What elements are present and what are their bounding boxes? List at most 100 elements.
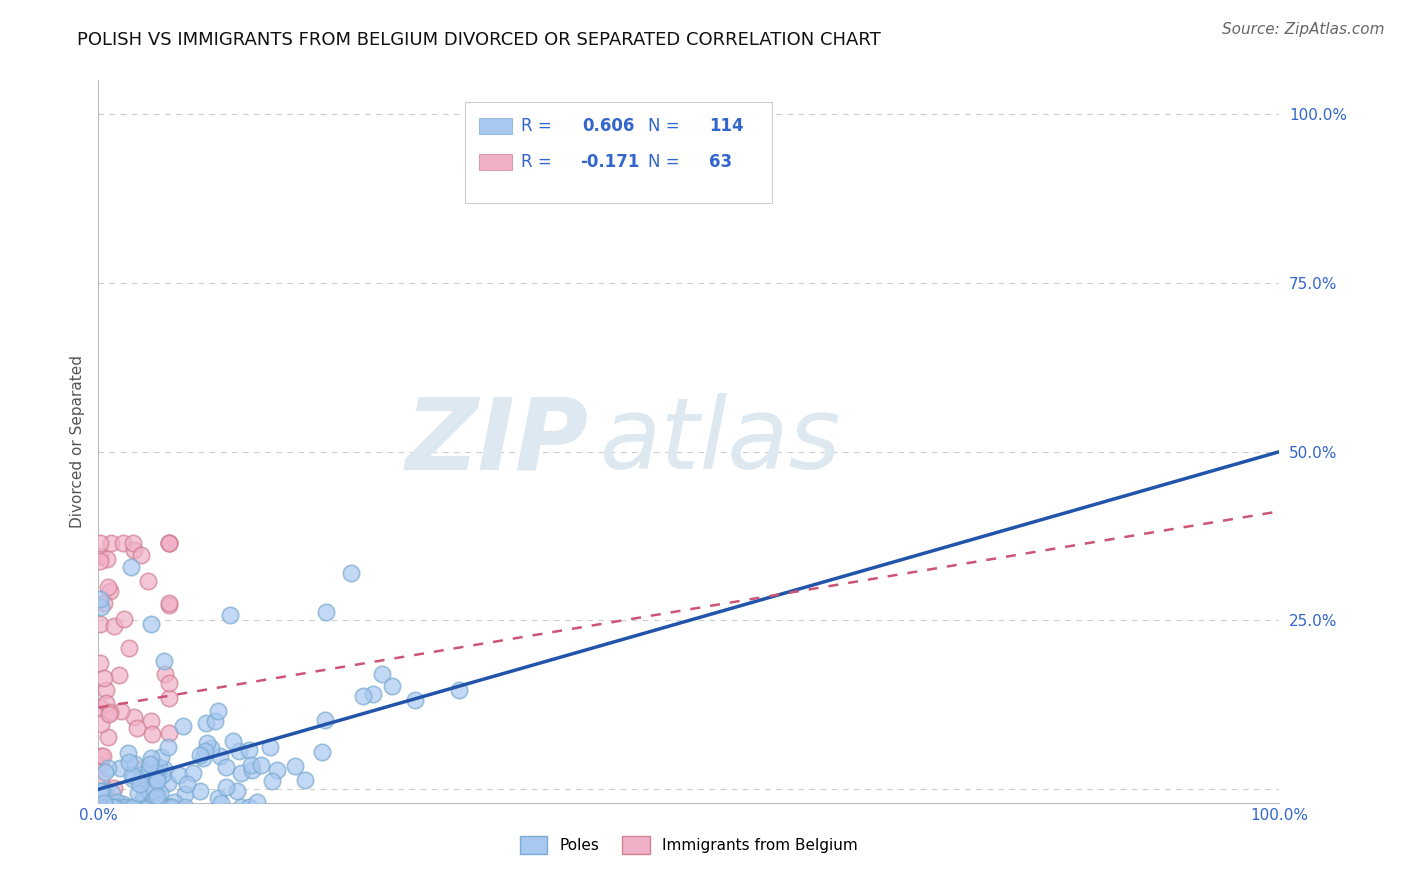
Point [100, 536, 122, 550]
Point [89, 554, 111, 568]
Point [361, 687, 384, 701]
Text: Source: ZipAtlas.com: Source: ZipAtlas.com [1222, 22, 1385, 37]
Point [148, 760, 170, 774]
Point [157, 883, 180, 892]
Point [160, 800, 183, 814]
Point [90, 716, 112, 731]
Point [101, 800, 124, 814]
Point [148, 798, 170, 813]
Point [139, 756, 162, 771]
Point [93, 671, 115, 685]
Point [131, 796, 153, 810]
Point [157, 800, 180, 814]
Point [122, 772, 145, 786]
Point [103, 781, 125, 796]
Point [284, 759, 307, 773]
Point [447, 682, 470, 697]
Point [89, 827, 111, 841]
Point [96, 683, 118, 698]
Point [138, 574, 160, 589]
Point [104, 804, 127, 818]
Point [89, 536, 111, 550]
Point [91, 784, 114, 798]
Point [167, 768, 190, 782]
Point [105, 849, 128, 863]
Legend: Poles, Immigrants from Belgium: Poles, Immigrants from Belgium [513, 830, 865, 860]
Point [238, 743, 260, 757]
Point [105, 883, 128, 892]
Point [311, 745, 333, 759]
Point [294, 773, 316, 788]
Point [143, 790, 166, 805]
Point [157, 690, 180, 705]
Point [97, 730, 120, 744]
Point [150, 767, 173, 781]
Point [131, 762, 153, 776]
Point [215, 780, 238, 795]
Text: 63: 63 [709, 153, 733, 171]
Point [104, 800, 127, 814]
Point [129, 777, 152, 791]
Point [136, 801, 159, 815]
Point [207, 704, 229, 718]
Point [381, 679, 404, 693]
Point [97, 822, 120, 836]
Point [239, 758, 262, 772]
Point [100, 795, 122, 809]
Point [112, 800, 135, 814]
Point [225, 784, 247, 798]
Point [94, 783, 117, 797]
Y-axis label: Divorced or Separated: Divorced or Separated [70, 355, 86, 528]
Point [139, 714, 162, 728]
Point [145, 800, 167, 814]
Point [150, 883, 173, 892]
Point [160, 800, 183, 814]
Text: 114: 114 [709, 117, 744, 135]
FancyBboxPatch shape [478, 118, 513, 134]
Point [228, 743, 250, 757]
Point [108, 668, 131, 682]
Point [145, 791, 167, 805]
Point [153, 667, 176, 681]
Point [138, 800, 160, 814]
Text: N =: N = [648, 117, 685, 135]
Point [89, 617, 111, 632]
Point [153, 762, 176, 776]
Point [215, 760, 238, 774]
Point [314, 713, 336, 727]
Point [89, 805, 111, 820]
Text: ZIP: ZIP [405, 393, 589, 490]
Point [229, 800, 252, 814]
Point [97, 580, 120, 594]
Point [157, 776, 180, 790]
Point [146, 772, 169, 786]
Point [238, 800, 260, 814]
Point [250, 758, 273, 772]
Point [90, 748, 112, 763]
Point [122, 543, 145, 558]
Point [194, 716, 217, 731]
Point [200, 741, 222, 756]
Point [129, 548, 152, 562]
Point [94, 765, 117, 780]
Point [91, 749, 114, 764]
Point [141, 727, 163, 741]
Text: POLISH VS IMMIGRANTS FROM BELGIUM DIVORCED OR SEPARATED CORRELATION CHART: POLISH VS IMMIGRANTS FROM BELGIUM DIVORC… [77, 31, 882, 49]
Point [89, 757, 111, 772]
Point [340, 566, 363, 580]
Point [122, 800, 145, 814]
Point [259, 739, 281, 754]
FancyBboxPatch shape [478, 154, 513, 169]
Point [404, 692, 426, 706]
Point [128, 772, 150, 786]
Point [153, 655, 176, 669]
Point [352, 689, 374, 703]
Point [157, 740, 180, 755]
Point [93, 800, 115, 814]
Text: 0.606: 0.606 [582, 117, 636, 135]
Point [110, 800, 132, 814]
Point [246, 795, 269, 809]
Point [195, 736, 218, 750]
Point [157, 536, 180, 550]
Point [93, 596, 115, 610]
